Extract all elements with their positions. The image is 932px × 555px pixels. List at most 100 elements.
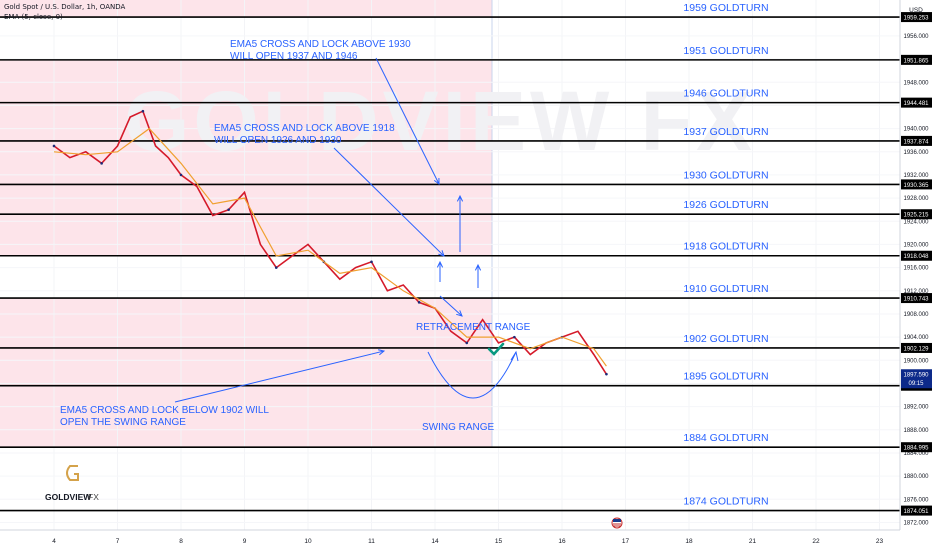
level-price-tag <box>901 442 932 453</box>
price-tick-label: 1908.000 <box>903 312 929 318</box>
time-tick-label: 11 <box>368 538 375 545</box>
level-price-tag <box>901 179 932 190</box>
annotation-arrow-3 <box>174 350 385 403</box>
annotation-arrow-up-2-head <box>436 260 444 268</box>
time-tick-label: 17 <box>622 538 630 545</box>
level-price-tag-text: 1930.365 <box>903 183 929 189</box>
annotation-swing: SWING RANGE <box>422 422 495 433</box>
annotation-arrow-up-3-head <box>474 263 482 271</box>
price-point <box>179 173 183 177</box>
price-tick-label: 1892.000 <box>903 405 929 411</box>
time-axis-bg <box>0 530 900 550</box>
watermark: GOLDVIEW FX <box>124 74 756 168</box>
logo-text: GOLDVIEW <box>45 492 92 502</box>
level-label: 1930 GOLDTURN <box>683 169 768 181</box>
indicator-legend[interactable]: EMA (5, close, 0) <box>4 13 63 21</box>
annotation-arrow-3-head <box>378 349 386 356</box>
level-price-tag-text: 1918.048 <box>903 254 929 260</box>
bar-countdown: 09:15 <box>908 381 924 387</box>
price-point <box>100 162 103 165</box>
price-point <box>513 335 516 339</box>
time-tick-label: 18 <box>685 538 693 545</box>
annotation-note-3: EMA5 CROSS AND LOCK BELOW 1902 WILL <box>60 405 269 416</box>
level-price-tag-text: 1951.865 <box>903 58 929 64</box>
time-tick-label: 4 <box>52 538 56 545</box>
time-tick-label: 7 <box>116 538 120 545</box>
level-price-tag <box>901 250 932 261</box>
last-price-value: 1897.590 <box>903 373 929 379</box>
annotation-arrow-2-head <box>438 250 445 257</box>
price-point <box>465 341 469 345</box>
price-point <box>227 208 230 211</box>
price-point <box>141 109 145 113</box>
level-label: 1951 GOLDTURN <box>683 45 768 57</box>
time-tick-label: 10 <box>304 538 312 545</box>
price-tick-label: 1920.000 <box>903 242 929 248</box>
level-price-tag-text: 1944.481 <box>903 101 929 107</box>
annotation-note-1: WILL OPEN 1937 AND 1946 <box>230 51 358 62</box>
goldview-logo-icon <box>66 465 79 481</box>
annotation-arrow-2 <box>333 147 445 257</box>
price-tick-label: 1900.000 <box>903 358 929 364</box>
annotation-arrow-retrace-head <box>456 310 463 317</box>
annotation-note-3: OPEN THE SWING RANGE <box>60 417 186 428</box>
level-label: 1902 GOLDTURN <box>683 333 768 345</box>
level-price-tag <box>901 209 932 220</box>
level-price-tag <box>901 293 932 304</box>
time-tick-label: 21 <box>749 538 757 545</box>
level-price-tag <box>901 342 932 353</box>
time-tick-label: 15 <box>495 538 503 545</box>
price-axis-bg <box>900 0 932 550</box>
time-tick-label: 14 <box>431 538 439 545</box>
price-tick-label: 1876.000 <box>903 497 929 503</box>
level-label: 1946 GOLDTURN <box>683 88 768 100</box>
level-label: 1895 GOLDTURN <box>683 371 768 383</box>
level-label: 1918 GOLDTURN <box>683 241 768 253</box>
price-tick-label: 1940.000 <box>903 127 929 133</box>
price-tick-label: 1924.000 <box>903 219 929 225</box>
level-label: 1884 GOLDTURN <box>683 432 768 444</box>
check-mark-icon <box>487 342 505 356</box>
annotation-note-2: EMA5 CROSS AND LOCK ABOVE 1918 <box>214 123 395 134</box>
price-point <box>52 144 56 148</box>
time-tick-label: 8 <box>179 538 183 545</box>
level-price-tag <box>901 12 932 23</box>
symbol-title: Gold Spot / U.S. Dollar, 1h, OANDA <box>4 3 126 11</box>
annotation-retracement: RETRACEMENT RANGE <box>416 322 531 333</box>
level-price-tag-text: 1874.051 <box>903 509 929 515</box>
level-label: 1959 GOLDTURN <box>683 2 768 14</box>
ema-series-line <box>53 127 607 367</box>
price-tick-label: 1880.000 <box>903 474 929 480</box>
price-point <box>605 372 608 376</box>
swing-range-curve-head <box>510 350 519 362</box>
price-tick-label: 1888.000 <box>903 428 929 434</box>
time-tick-label: 23 <box>876 538 884 545</box>
price-tick-label: 1936.000 <box>903 150 929 156</box>
level-price-tag-text: 1959.253 <box>903 16 929 22</box>
shade-zone-low <box>0 298 492 448</box>
price-tick-label: 1928.000 <box>903 196 929 202</box>
price-point <box>274 266 278 269</box>
price-tick-label: 1932.000 <box>903 173 929 179</box>
level-price-tag <box>901 97 932 108</box>
level-price-tag-text: 1937.874 <box>903 139 929 145</box>
us-flag-canton <box>613 519 621 522</box>
price-tick-label: 1912.000 <box>903 289 929 295</box>
last-price-tag <box>901 369 932 389</box>
level-price-tag <box>901 135 932 146</box>
price-tick-label: 1916.000 <box>903 266 929 272</box>
level-label: 1937 GOLDTURN <box>683 126 768 138</box>
level-price-tag-text: 1910.743 <box>903 297 929 303</box>
level-price-tag <box>901 54 932 65</box>
annotation-arrow-1 <box>375 57 440 185</box>
swing-range-curve <box>427 351 517 399</box>
level-label: 1910 GOLDTURN <box>683 283 768 295</box>
logo-suffix: FX <box>88 492 99 502</box>
annotation-arrow-retrace <box>439 295 463 317</box>
price-tick-label: 1956.000 <box>903 34 929 40</box>
annotation-arrow-up-1-head <box>456 194 464 202</box>
currency-label: USD <box>909 7 923 14</box>
annotation-arrow-1-head <box>433 177 440 186</box>
level-price-tag-text: 1902.129 <box>903 346 929 352</box>
